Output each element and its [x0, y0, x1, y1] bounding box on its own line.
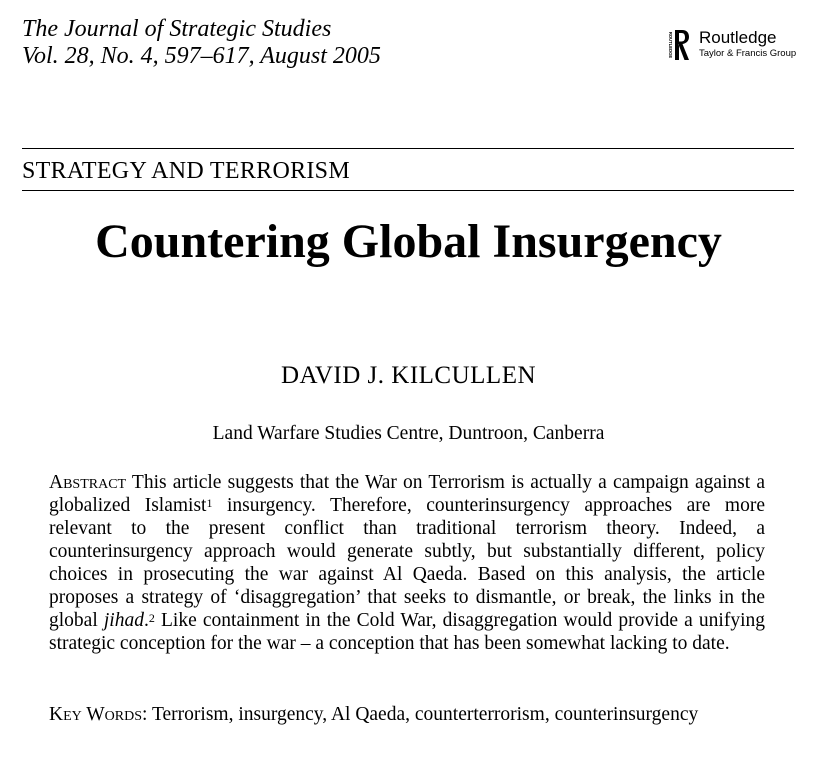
section-top-rule	[22, 148, 794, 149]
abstract-text-3: .	[143, 610, 149, 631]
abstract-label: Abstract	[49, 472, 127, 493]
abstract-text-1: This article suggests that the War on Te…	[49, 472, 765, 516]
article-title: Countering Global Insurgency	[95, 215, 722, 268]
keywords-label: Key Words:	[49, 704, 148, 725]
abstract-text-2: insurgency. Therefore, counterinsurgency…	[49, 495, 765, 631]
footnote-ref-2[interactable]: 2	[148, 611, 155, 625]
abstract-italic-term: jihad	[103, 610, 144, 631]
publisher-name: Routledge	[699, 28, 777, 47]
publisher-logo: ROUTLEDGE Routledge Taylor & Francis Gro…	[664, 26, 799, 66]
author-affiliation: Land Warfare Studies Centre, Duntroon, C…	[212, 423, 605, 444]
abstract: Abstract This article suggests that the …	[49, 471, 765, 655]
journal-issue: Vol. 28, No. 4, 597–617, August 2005	[22, 43, 381, 69]
section-heading: STRATEGY AND TERRORISM	[22, 158, 350, 184]
keywords: Key Words: Terrorism, insurgency, Al Qae…	[49, 703, 765, 726]
journal-name: The Journal of Strategic Studies	[22, 16, 332, 42]
keywords-text: Terrorism, insurgency, Al Qaeda, counter…	[151, 704, 699, 725]
abstract-text-4: Like containment in the Cold War, disagg…	[49, 610, 765, 654]
author-name: DAVID J. KILCULLEN	[280, 362, 537, 389]
publisher-group: Taylor & Francis Group	[699, 48, 797, 59]
journal-citation: The Journal of Strategic Studies Vol. 28…	[22, 16, 381, 70]
footnote-ref-1[interactable]: 1	[206, 496, 213, 510]
routledge-logo-icon: ROUTLEDGE	[668, 30, 689, 60]
svg-text:ROUTLEDGE: ROUTLEDGE	[668, 32, 673, 58]
section-bottom-rule	[22, 190, 794, 191]
